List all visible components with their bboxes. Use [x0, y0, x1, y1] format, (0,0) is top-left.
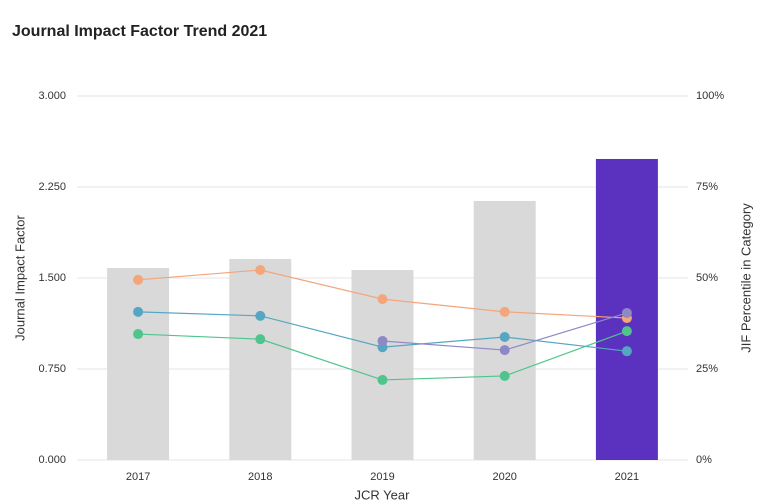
- point: [621, 346, 632, 357]
- point: [255, 264, 266, 275]
- y2-tick-label: 100%: [696, 90, 724, 102]
- x-axis-title: JCR Year: [355, 487, 411, 500]
- point: [377, 335, 388, 346]
- chart-title: Journal Impact Factor Trend 2021: [12, 23, 267, 40]
- point: [621, 307, 632, 318]
- y-tick-label: 0.750: [38, 363, 66, 375]
- x-tick-label: 2020: [492, 471, 516, 483]
- y-tick-label: 1.500: [38, 272, 66, 284]
- point: [377, 374, 388, 385]
- y2-tick-label: 50%: [696, 272, 718, 284]
- y2-tick-label: 25%: [696, 363, 718, 375]
- bar: [473, 200, 536, 460]
- point: [499, 345, 510, 356]
- y2-tick-label: 0%: [696, 454, 712, 466]
- x-tick-label: 2019: [370, 471, 394, 483]
- y-tick-label: 3.000: [38, 90, 66, 102]
- x-tick-label: 2018: [248, 471, 272, 483]
- y-axis-title: Journal Impact Factor: [12, 214, 27, 340]
- point: [499, 306, 510, 317]
- point: [255, 334, 266, 345]
- point: [499, 370, 510, 381]
- point: [621, 326, 632, 337]
- y-tick-label: 0.000: [38, 454, 66, 466]
- x-tick-label: 2017: [126, 471, 150, 483]
- bar: [107, 268, 170, 460]
- bar: [229, 258, 292, 460]
- point: [133, 274, 144, 285]
- point: [133, 306, 144, 317]
- x-tick-label: 2021: [615, 471, 639, 483]
- point: [255, 310, 266, 321]
- y2-axis-title: JIF Percentile in Category: [738, 203, 753, 353]
- point: [133, 329, 144, 340]
- point: [499, 331, 510, 342]
- y2-tick-label: 75%: [696, 181, 718, 193]
- point: [377, 294, 388, 305]
- y-tick-label: 2.250: [38, 181, 66, 193]
